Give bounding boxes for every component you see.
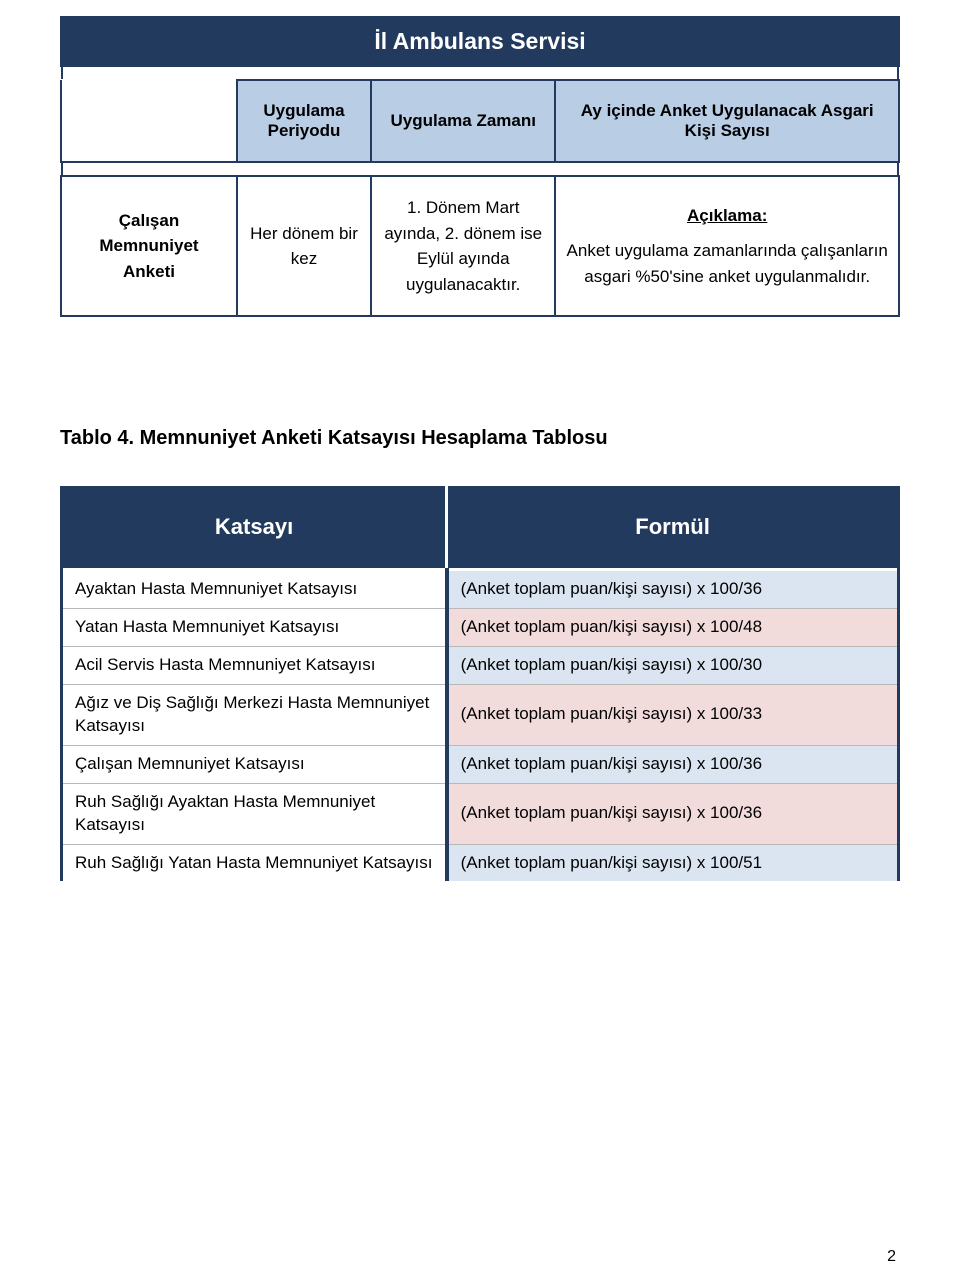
table2-cell-katsayi: Ayaktan Hasta Memnuniyet Katsayısı	[63, 570, 447, 609]
table2-cell-katsayi: Acil Servis Hasta Memnuniyet Katsayısı	[63, 646, 447, 684]
table1-spacer-row	[61, 66, 899, 80]
table2-cell-formul: (Anket toplam puan/kişi sayısı) x 100/30	[447, 646, 897, 684]
table2-cell-katsayi: Yatan Hasta Memnuniyet Katsayısı	[63, 608, 447, 646]
table2-row: Çalışan Memnuniyet Katsayısı(Anket topla…	[63, 745, 897, 783]
table1-body-col0: Çalışan Memnuniyet Anketi	[61, 176, 237, 316]
table2-row: Ayaktan Hasta Memnuniyet Katsayısı(Anket…	[63, 570, 897, 609]
table1-head-row: Uygulama Periyodu Uygulama Zamanı Ay içi…	[61, 80, 899, 162]
table2-row: Ruh Sağlığı Ayaktan Hasta Memnuniyet Kat…	[63, 783, 897, 844]
table2-cell-formul: (Anket toplam puan/kişi sayısı) x 100/51	[447, 844, 897, 881]
table2-body: Ayaktan Hasta Memnuniyet Katsayısı(Anket…	[63, 570, 897, 882]
table1-head-col1: Uygulama Periyodu	[237, 80, 371, 162]
table1-body-col3: Açıklama: Anket uygulama zamanlarında ça…	[555, 176, 899, 316]
table2-row: Yatan Hasta Memnuniyet Katsayısı(Anket t…	[63, 608, 897, 646]
table1-body-col2: 1. Dönem Mart ayında, 2. dönem ise Eylül…	[371, 176, 555, 316]
table1-head-blank	[61, 80, 237, 162]
page-container: İl Ambulans Servisi Uygulama Periyodu Uy…	[0, 0, 960, 1286]
table2-wrapper: Katsayı Formül Ayaktan Hasta Memnuniyet …	[60, 486, 900, 881]
table1-body-col1: Her dönem bir kez	[237, 176, 371, 316]
table1: İl Ambulans Servisi Uygulama Periyodu Uy…	[60, 16, 900, 317]
table2: Katsayı Formül Ayaktan Hasta Memnuniyet …	[63, 486, 897, 881]
table2-cell-formul: (Anket toplam puan/kişi sayısı) x 100/48	[447, 608, 897, 646]
table1-head-col2: Uygulama Zamanı	[371, 80, 555, 162]
table2-row: Acil Servis Hasta Memnuniyet Katsayısı(A…	[63, 646, 897, 684]
table1-title-row: İl Ambulans Servisi	[61, 17, 899, 66]
table1-body-row: Çalışan Memnuniyet Anketi Her dönem bir …	[61, 176, 899, 316]
table2-row: Ağız ve Diş Sağlığı Merkezi Hasta Memnun…	[63, 684, 897, 745]
table2-cell-formul: (Anket toplam puan/kişi sayısı) x 100/33	[447, 684, 897, 745]
table2-cell-katsayi: Ruh Sağlığı Ayaktan Hasta Memnuniyet Kat…	[63, 783, 447, 844]
aciklama-body: Anket uygulama zamanlarında çalışanların…	[567, 241, 888, 286]
table2-cell-katsayi: Ağız ve Diş Sağlığı Merkezi Hasta Memnun…	[63, 684, 447, 745]
page-number: 2	[887, 1248, 896, 1266]
table2-head-right: Formül	[447, 486, 897, 570]
table2-row: Ruh Sağlığı Yatan Hasta Memnuniyet Katsa…	[63, 844, 897, 881]
table2-cell-katsayi: Çalışan Memnuniyet Katsayısı	[63, 745, 447, 783]
table2-cell-formul: (Anket toplam puan/kişi sayısı) x 100/36	[447, 783, 897, 844]
table2-head-row: Katsayı Formül	[63, 486, 897, 570]
section-heading: Tablo 4. Memnuniyet Anketi Katsayısı Hes…	[60, 427, 900, 450]
table1-head-col3: Ay içinde Anket Uygulanacak Asgari Kişi …	[555, 80, 899, 162]
table2-cell-katsayi: Ruh Sağlığı Yatan Hasta Memnuniyet Katsa…	[63, 844, 447, 881]
aciklama-label: Açıklama:	[566, 203, 888, 229]
table2-cell-formul: (Anket toplam puan/kişi sayısı) x 100/36	[447, 570, 897, 609]
table1-spacer-row-2	[61, 162, 899, 176]
table1-title: İl Ambulans Servisi	[61, 17, 899, 66]
table2-cell-formul: (Anket toplam puan/kişi sayısı) x 100/36	[447, 745, 897, 783]
table2-head-left: Katsayı	[63, 486, 447, 570]
